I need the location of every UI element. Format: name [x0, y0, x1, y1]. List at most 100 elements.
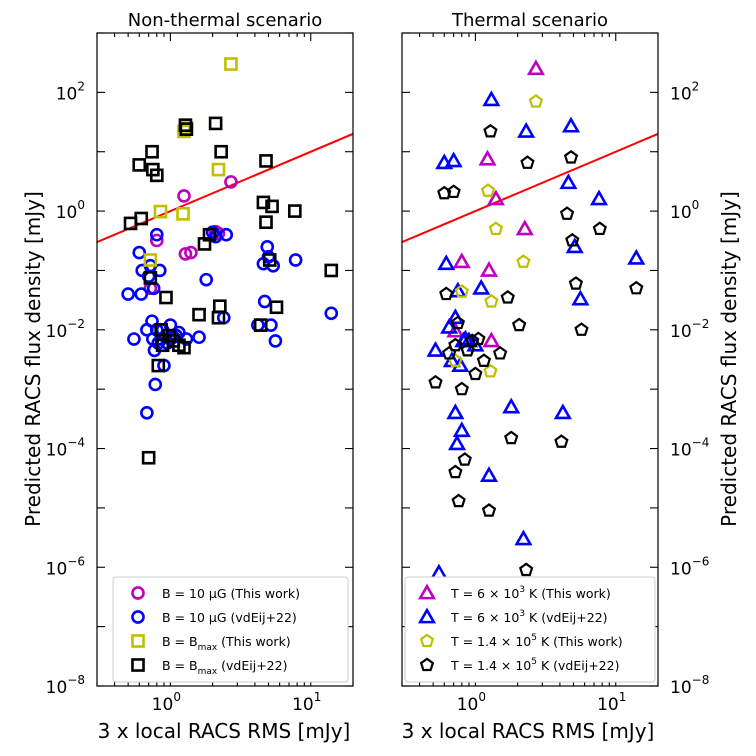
data-point — [516, 254, 531, 268]
y-tick-label: 10−2 — [670, 317, 709, 342]
legend-non-thermal: B = 10 μG (This work) B = 10 μG (vdEij+2… — [112, 576, 349, 683]
data-point — [447, 434, 467, 451]
data-point — [526, 59, 546, 76]
legend-marker-b-10-g-this-work — [131, 586, 145, 600]
data-point — [627, 248, 646, 265]
plot-area-thermal — [402, 59, 658, 610]
data-point — [589, 189, 609, 206]
data-point — [476, 353, 492, 367]
data-point — [437, 185, 452, 200]
legend-box — [404, 576, 656, 683]
data-point — [439, 286, 454, 301]
legend-marker-b-bmax-this-work — [131, 634, 145, 648]
legend-label-t6e3-vdeij: T = 6 × 103 K (vdEij+22) — [450, 609, 608, 625]
data-point — [452, 421, 471, 438]
data-point — [484, 293, 499, 308]
legend-label-b10-vdeij: B = 10 μG (vdEij+22) — [162, 610, 297, 625]
data-point — [259, 215, 273, 230]
data-point — [450, 315, 466, 330]
data-point — [478, 149, 497, 166]
data-point — [471, 331, 486, 346]
data-point — [554, 434, 569, 448]
data-point — [479, 466, 499, 483]
legend-markers-right — [417, 583, 437, 672]
series-t-1-4-10-5-k-vdeij-22 — [428, 123, 644, 610]
data-point — [492, 345, 508, 360]
data-point — [559, 206, 575, 220]
legend-marker-t-6-10-3-k-this-work — [417, 583, 437, 600]
data-point — [192, 330, 206, 345]
data-point — [134, 287, 149, 301]
data-point — [148, 377, 163, 392]
legend-marker-b-bmax-vdeij-22 — [131, 658, 145, 672]
data-point — [202, 227, 217, 242]
x-tick-label: 100 — [152, 690, 181, 715]
data-point — [265, 199, 279, 214]
data-point — [479, 261, 499, 277]
data-point — [482, 331, 501, 348]
y-tick-label: 10−8 — [670, 673, 709, 698]
data-point — [481, 503, 497, 517]
data-point — [460, 342, 475, 357]
axes-frame-non-thermal — [96, 32, 354, 687]
data-point — [259, 154, 273, 168]
plot-clip-group — [402, 59, 658, 610]
data-point — [528, 94, 544, 108]
data-point — [629, 280, 644, 295]
data-point — [153, 204, 168, 219]
data-point — [324, 306, 339, 321]
data-point — [127, 332, 141, 346]
legend-markers-left — [131, 586, 145, 672]
data-point — [179, 122, 194, 136]
data-point — [149, 233, 164, 248]
data-point — [454, 381, 469, 396]
data-point — [444, 151, 463, 168]
y-tick-label: 10−4 — [46, 436, 85, 461]
tick-marks-non-thermal — [96, 32, 354, 687]
data-point — [561, 116, 581, 133]
plot-clip-group — [97, 57, 353, 465]
data-point — [468, 366, 483, 381]
data-point — [571, 289, 590, 306]
y-tick-labels-right: 10−8 10−6 10−4 10−2 100 102 — [670, 79, 709, 698]
data-point — [565, 232, 580, 247]
data-point — [451, 493, 466, 508]
data-point — [184, 245, 198, 260]
y-tick-label: 100 — [670, 198, 699, 223]
data-point — [563, 149, 579, 164]
data-point — [446, 308, 465, 325]
data-point — [429, 563, 449, 580]
data-point — [437, 254, 456, 271]
data-point — [488, 221, 504, 236]
data-point — [132, 245, 147, 260]
data-point — [121, 287, 135, 301]
y-axis-label-left: Predicted RACS flux density [mJy] — [21, 191, 45, 527]
data-point — [176, 206, 190, 221]
data-point — [152, 263, 167, 278]
one-to-one-line — [402, 132, 658, 244]
data-point — [559, 173, 578, 190]
data-point — [224, 57, 238, 71]
data-point — [483, 363, 498, 378]
y-tick-label: 10−4 — [670, 436, 709, 461]
x-tick-label: 101 — [597, 690, 626, 715]
data-point — [515, 219, 534, 236]
x-tick-label: 101 — [292, 690, 321, 715]
data-point — [446, 403, 465, 420]
data-point — [177, 189, 191, 203]
data-point — [199, 272, 214, 287]
data-point — [448, 337, 463, 352]
data-point — [149, 168, 164, 183]
data-point — [457, 452, 472, 466]
data-point — [178, 247, 193, 261]
data-point — [502, 397, 521, 414]
data-point — [287, 204, 302, 218]
plot-area-non-thermal — [97, 57, 353, 465]
axes-frame-thermal — [401, 32, 659, 687]
data-point — [134, 211, 149, 226]
data-point — [480, 183, 496, 197]
data-point — [145, 144, 159, 159]
legend-marker-b-10-g-vdeij-22 — [131, 610, 145, 624]
y-tick-label: 102 — [670, 79, 699, 104]
data-point — [208, 116, 223, 131]
